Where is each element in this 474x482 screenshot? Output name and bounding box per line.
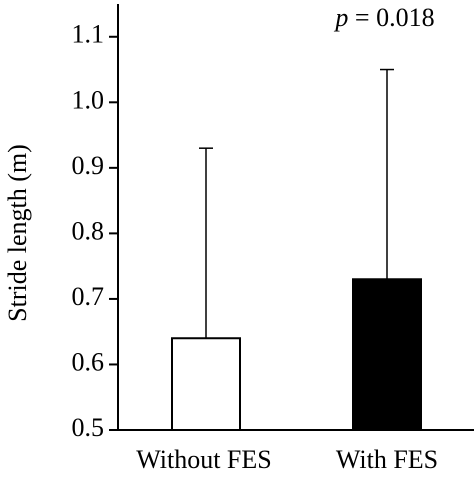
y-tick-label: 0.6 [72,347,105,376]
bar [171,337,241,431]
y-tick-label: 0.8 [72,216,105,245]
y-tick-label: 0.7 [72,282,105,311]
y-tick-label: 1.0 [72,85,105,114]
x-tick-label: With FES [336,445,438,474]
y-axis-label: Stride length (m) [3,144,32,322]
x-tick-label: Without FES [136,445,271,474]
y-tick-label: 0.5 [72,413,105,442]
y-tick-label: 0.9 [72,151,105,180]
annotation: p = 0.018 [333,3,434,32]
y-tick-label: 1.1 [72,20,105,49]
bar [352,278,422,431]
